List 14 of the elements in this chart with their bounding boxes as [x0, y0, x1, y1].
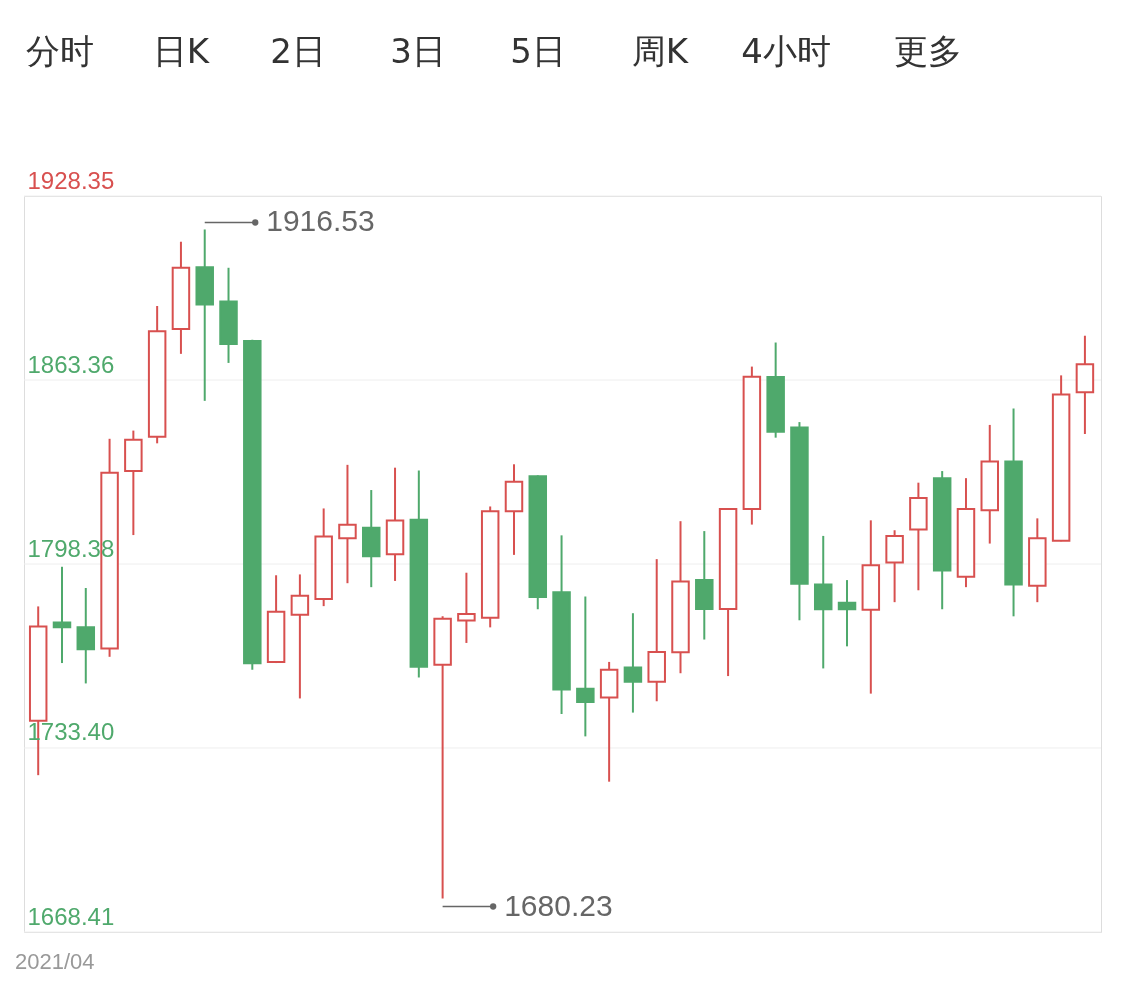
text: 2日 [270, 31, 326, 71]
text: 4小时 [741, 31, 831, 71]
y-tick-label: 1928.35 [27, 166, 115, 194]
text: 日K [152, 31, 211, 71]
text: 2021/04 [15, 949, 95, 974]
text: 周K [631, 31, 690, 71]
y-tick-label: 1863.36 [27, 350, 115, 378]
annotation: 1916.53 [266, 204, 375, 238]
annotation: 1680.23 [504, 888, 613, 922]
text: 3日 [390, 31, 446, 71]
y-tick-label: 1668.41 [27, 902, 115, 930]
text: 5日 [510, 31, 566, 71]
text: 更多 [894, 31, 962, 71]
text: 分时 [26, 31, 94, 71]
